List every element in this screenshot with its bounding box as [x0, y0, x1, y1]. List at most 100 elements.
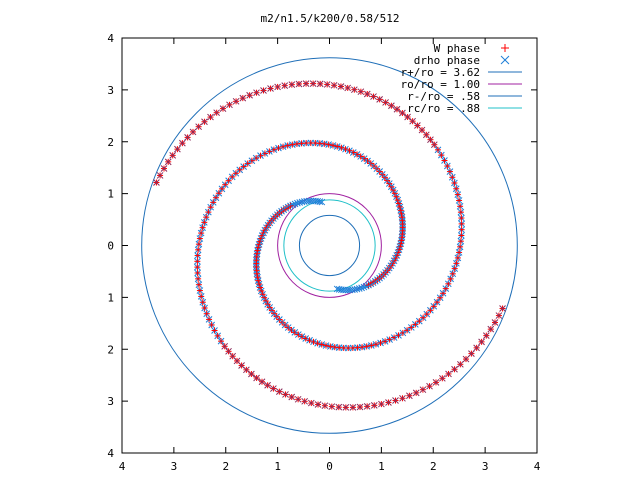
drho-phase-point: [253, 89, 260, 97]
x-tick-label: 3: [482, 460, 489, 473]
drho-phase-point: [356, 403, 364, 411]
w-phase-point: [398, 210, 405, 217]
w-phase-point: [430, 303, 437, 310]
drho-phase-point: [267, 85, 274, 92]
x-tick-label: 1: [378, 460, 385, 473]
drho-phase-point: [363, 90, 371, 98]
drho-phase-point: [295, 80, 303, 88]
w-phase-point: [323, 342, 330, 349]
w-phase-point: [412, 321, 419, 328]
drho-phase-point: [301, 397, 309, 405]
drho-phase-point: [363, 403, 371, 410]
w-phase-point: [280, 143, 287, 150]
drho-phase-point: [399, 394, 406, 402]
circle-ro: [277, 193, 382, 298]
legend-label: r-/ro = .58: [407, 90, 480, 103]
drho-phase-point: [350, 86, 358, 94]
drho-phase-point: [388, 102, 395, 110]
w-phase-point: [270, 146, 277, 153]
w-phase-point: [364, 157, 371, 164]
drho-phase-point: [314, 401, 322, 408]
drho-phase-point: [164, 158, 172, 166]
w-phase-point: [206, 316, 213, 323]
drho-phase-point: [248, 370, 255, 378]
w-phase-point: [454, 191, 461, 198]
drho-phase-point: [487, 325, 495, 333]
w-phase-point: [457, 243, 464, 250]
drho-phase-point: [462, 355, 470, 363]
w-phase-point: [196, 235, 203, 242]
drho-phase-point: [328, 403, 336, 410]
drho-phase-point: [370, 402, 378, 409]
drho-phase-point: [275, 388, 283, 395]
w-phase-point: [218, 185, 225, 192]
w-phase-point: [236, 166, 243, 173]
w-phase-point: [253, 270, 260, 277]
drho-phase-point: [491, 319, 499, 326]
drho-phase-point: [473, 344, 480, 352]
drho-phase-point: [258, 378, 266, 386]
drho-phase-point: [294, 395, 302, 403]
drho-phase-point: [357, 88, 365, 96]
y-tick-label: 4: [107, 447, 114, 460]
w-phase-point: [408, 324, 415, 331]
w-phase-point: [354, 344, 361, 351]
w-phase-point: [427, 307, 434, 314]
drho-phase-point: [382, 99, 389, 106]
w-phase-point: [196, 287, 203, 294]
drho-phase-point: [427, 136, 434, 144]
w-phase-point: [288, 327, 295, 334]
w-phase-point: [225, 177, 232, 184]
drho-phase-point: [376, 96, 384, 103]
drho-phase-point: [174, 145, 181, 153]
w-phase-point: [222, 181, 229, 188]
w-phase-point: [453, 185, 460, 192]
w-phase-point: [199, 299, 206, 306]
w-phase-point: [264, 301, 271, 308]
drho-phase-point: [246, 91, 253, 99]
w-phase-point: [372, 341, 379, 348]
drho-phase-point: [221, 342, 229, 350]
x-tick-label: 4: [119, 460, 126, 473]
drho-phase-point: [296, 199, 304, 206]
w-phase-point: [329, 142, 336, 149]
legend-label: r+/ro = 3.62: [401, 66, 480, 79]
y-tick-label: 3: [107, 395, 114, 408]
w-phase-point: [388, 183, 395, 190]
w-phase-point: [441, 157, 448, 164]
w-phase-point: [456, 249, 463, 256]
w-phase-point: [214, 332, 221, 339]
w-phase-point: [240, 163, 247, 170]
w-phase-point: [334, 143, 341, 150]
drho-phase-point: [478, 338, 485, 346]
chart-title: m2/n1.5/k200/0.58/512: [260, 12, 399, 25]
w-phase-point: [261, 227, 268, 234]
drho-phase-point: [281, 82, 289, 89]
y-tick-label: 2: [107, 136, 114, 149]
drho-phase-point: [307, 399, 315, 407]
w-phase-point: [457, 238, 464, 245]
drho-phase-point: [213, 109, 221, 117]
x-tick-label: 4: [534, 460, 541, 473]
w-phase-point: [266, 304, 273, 311]
drho-phase-point: [393, 105, 401, 113]
drho-phase-point: [184, 134, 191, 141]
w-phase-point: [275, 145, 282, 152]
drho-phase-point: [344, 84, 352, 92]
w-phase-point: [318, 341, 325, 348]
w-phase-point: [199, 224, 206, 231]
w-phase-point: [386, 180, 393, 187]
drho-phase-point: [342, 404, 350, 411]
legend-label: drho phase: [414, 54, 480, 67]
drho-phase-point: [316, 80, 324, 88]
drho-phase-point: [412, 389, 420, 397]
drho-phase-point: [219, 105, 227, 112]
w-phase-point: [457, 203, 464, 210]
w-phase-point: [458, 232, 465, 239]
w-phase-point: [359, 344, 366, 351]
w-phase-point: [391, 257, 398, 264]
drho-phase-point: [201, 118, 208, 126]
drho-phase-point: [457, 360, 464, 368]
